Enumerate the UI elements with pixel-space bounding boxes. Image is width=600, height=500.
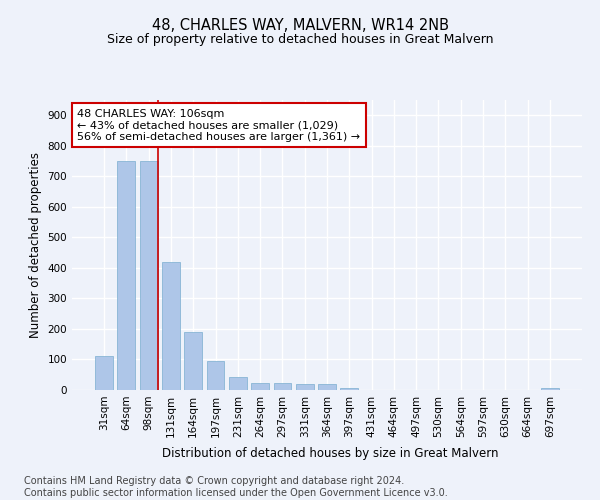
Text: Distribution of detached houses by size in Great Malvern: Distribution of detached houses by size … <box>162 448 498 460</box>
Bar <box>229 377 247 390</box>
Bar <box>274 384 292 390</box>
Bar <box>95 356 113 390</box>
Bar <box>340 388 358 390</box>
Text: Size of property relative to detached houses in Great Malvern: Size of property relative to detached ho… <box>107 32 493 46</box>
Bar <box>318 384 336 390</box>
Bar <box>140 161 158 390</box>
Text: Contains HM Land Registry data © Crown copyright and database right 2024.
Contai: Contains HM Land Registry data © Crown c… <box>24 476 448 498</box>
Text: 48 CHARLES WAY: 106sqm
← 43% of detached houses are smaller (1,029)
56% of semi-: 48 CHARLES WAY: 106sqm ← 43% of detached… <box>77 108 360 142</box>
Text: 48, CHARLES WAY, MALVERN, WR14 2NB: 48, CHARLES WAY, MALVERN, WR14 2NB <box>151 18 449 32</box>
Bar <box>206 361 224 390</box>
Bar <box>162 262 180 390</box>
Bar <box>251 384 269 390</box>
Bar <box>296 384 314 390</box>
Bar <box>184 332 202 390</box>
Y-axis label: Number of detached properties: Number of detached properties <box>29 152 42 338</box>
Bar <box>541 388 559 390</box>
Bar <box>118 161 136 390</box>
